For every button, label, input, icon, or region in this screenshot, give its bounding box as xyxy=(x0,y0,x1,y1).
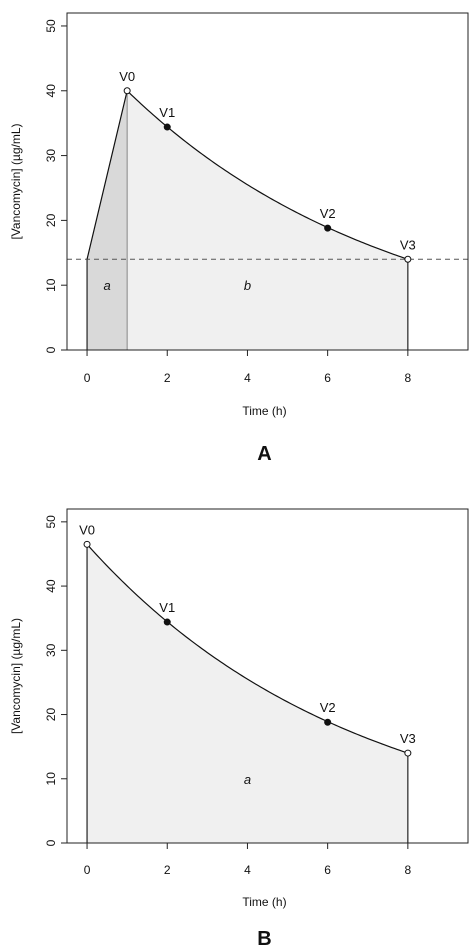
panel-letter: B xyxy=(257,928,271,949)
y-tick-label: 40 xyxy=(44,84,58,98)
region-label-b: b xyxy=(244,278,251,293)
point-label-v3: V3 xyxy=(400,731,416,746)
point-label-v0: V0 xyxy=(119,69,135,84)
x-tick-label: 6 xyxy=(324,371,331,385)
panel-letter: A xyxy=(257,443,271,465)
point-v2 xyxy=(324,718,332,726)
point-v0 xyxy=(123,87,131,95)
point-label-v2: V2 xyxy=(320,700,336,715)
y-tick-label: 40 xyxy=(44,579,58,593)
concentration-curve xyxy=(86,543,409,754)
region-label-a: a xyxy=(244,772,251,787)
x-tick-label: 2 xyxy=(164,863,171,877)
region-b-fill xyxy=(127,90,408,351)
y-axis-title: [Vancomycin] (µg/mL) xyxy=(9,123,23,239)
region-a-fill xyxy=(87,544,408,843)
x-tick-label: 6 xyxy=(324,863,331,877)
y-tick-label: 50 xyxy=(44,515,58,529)
y-tick-label: 20 xyxy=(44,213,58,227)
region-a-fill xyxy=(87,90,128,351)
point-label-v0: V0 xyxy=(79,522,95,537)
chart-panel-a: 0 2 4 6 8 0 10 20 30 40 50 Time (h) [Vancomycin] (µg… xyxy=(9,12,469,465)
x-tick-label: 0 xyxy=(84,371,91,385)
point-label-v1: V1 xyxy=(159,600,175,615)
point-v3 xyxy=(404,255,412,263)
x-tick-label: 8 xyxy=(405,863,412,877)
y-tick-label: 0 xyxy=(44,839,58,846)
region-label-a: a xyxy=(103,278,110,293)
chart-panel-b: 0 2 4 6 8 0 10 20 30 40 50 Time (h) [Vancomycin] (µg… xyxy=(9,508,469,949)
concentration-curve xyxy=(86,89,409,260)
x-tick-label: 0 xyxy=(84,863,91,877)
point-label-v2: V2 xyxy=(320,206,336,221)
point-v2 xyxy=(324,224,332,232)
y-tick-label: 30 xyxy=(44,643,58,657)
x-tick-label: 8 xyxy=(405,371,412,385)
y-tick-label: 10 xyxy=(44,772,58,786)
y-axis-title: [Vancomycin] (µg/mL) xyxy=(9,618,23,734)
y-tick-label: 10 xyxy=(44,278,58,292)
x-tick-label: 4 xyxy=(244,863,251,877)
y-tick-label: 20 xyxy=(44,708,58,722)
point-v1 xyxy=(163,618,171,626)
plot-frame xyxy=(66,12,469,351)
point-label-v3: V3 xyxy=(400,237,416,252)
point-v1 xyxy=(163,123,171,131)
y-tick-label: 50 xyxy=(44,19,58,33)
x-axis-title: Time (h) xyxy=(242,895,286,909)
point-v3 xyxy=(404,749,412,757)
y-tick-label: 0 xyxy=(44,346,58,353)
x-tick-label: 4 xyxy=(244,371,251,385)
point-label-v1: V1 xyxy=(159,105,175,120)
point-v0 xyxy=(83,540,91,548)
x-axis-title: Time (h) xyxy=(242,404,286,418)
plot-frame xyxy=(66,508,469,844)
x-tick-label: 2 xyxy=(164,371,171,385)
y-tick-label: 30 xyxy=(44,149,58,163)
